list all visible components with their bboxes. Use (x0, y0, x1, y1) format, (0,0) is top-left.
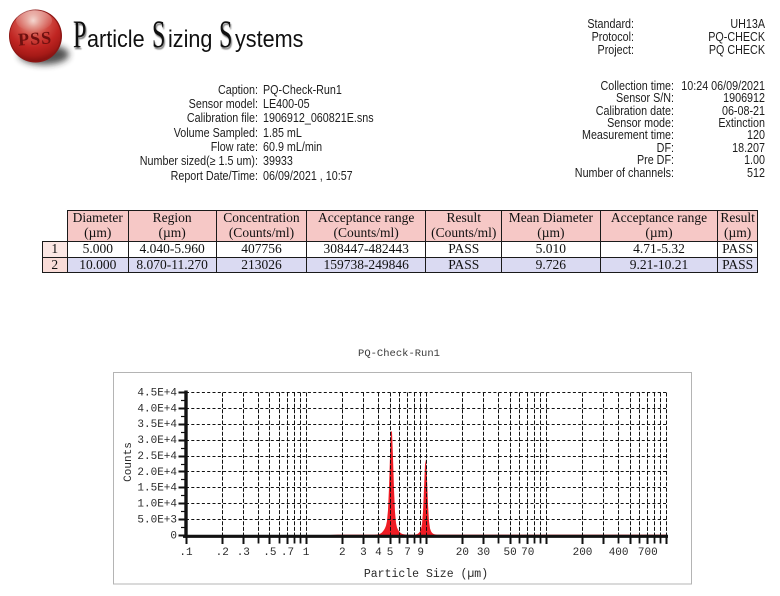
svg-text:.7: .7 (281, 547, 294, 559)
svg-text:2: 2 (339, 547, 346, 559)
svg-text:700: 700 (638, 547, 658, 559)
svg-text:4: 4 (375, 547, 382, 559)
svg-text:3.0E+4: 3.0E+4 (137, 435, 177, 447)
svg-text:5: 5 (387, 547, 394, 559)
svg-text:.1: .1 (179, 547, 193, 559)
svg-text:5.0E+3: 5.0E+3 (137, 515, 177, 527)
svg-text:3.5E+4: 3.5E+4 (137, 419, 177, 431)
svg-text:.2: .2 (216, 547, 229, 559)
svg-text:PSS: PSS (17, 27, 52, 49)
svg-text:1: 1 (303, 547, 310, 559)
svg-text:70: 70 (521, 547, 534, 559)
svg-text:9: 9 (417, 547, 424, 559)
svg-text:1.5E+4: 1.5E+4 (137, 483, 177, 495)
svg-text:4.0E+4: 4.0E+4 (137, 403, 177, 415)
svg-text:2.0E+4: 2.0E+4 (137, 467, 177, 479)
svg-text:PQ-Check-Run1: PQ-Check-Run1 (358, 348, 440, 360)
svg-text:Counts: Counts (123, 442, 135, 482)
svg-text:4.5E+4: 4.5E+4 (137, 387, 177, 399)
svg-text:Particle Size (µm): Particle Size (µm) (364, 568, 488, 581)
svg-text:2.5E+4: 2.5E+4 (137, 451, 177, 463)
svg-text:200: 200 (573, 547, 593, 559)
svg-text:1.0E+4: 1.0E+4 (137, 499, 177, 511)
svg-text:30: 30 (477, 547, 490, 559)
svg-text:3: 3 (360, 547, 367, 559)
svg-text:20: 20 (456, 547, 469, 559)
svg-text:7: 7 (404, 547, 411, 559)
svg-text:50: 50 (503, 547, 516, 559)
svg-text:0: 0 (170, 530, 177, 542)
svg-text:.3: .3 (237, 547, 250, 559)
svg-text:.5: .5 (263, 547, 276, 559)
svg-text:400: 400 (609, 547, 629, 559)
